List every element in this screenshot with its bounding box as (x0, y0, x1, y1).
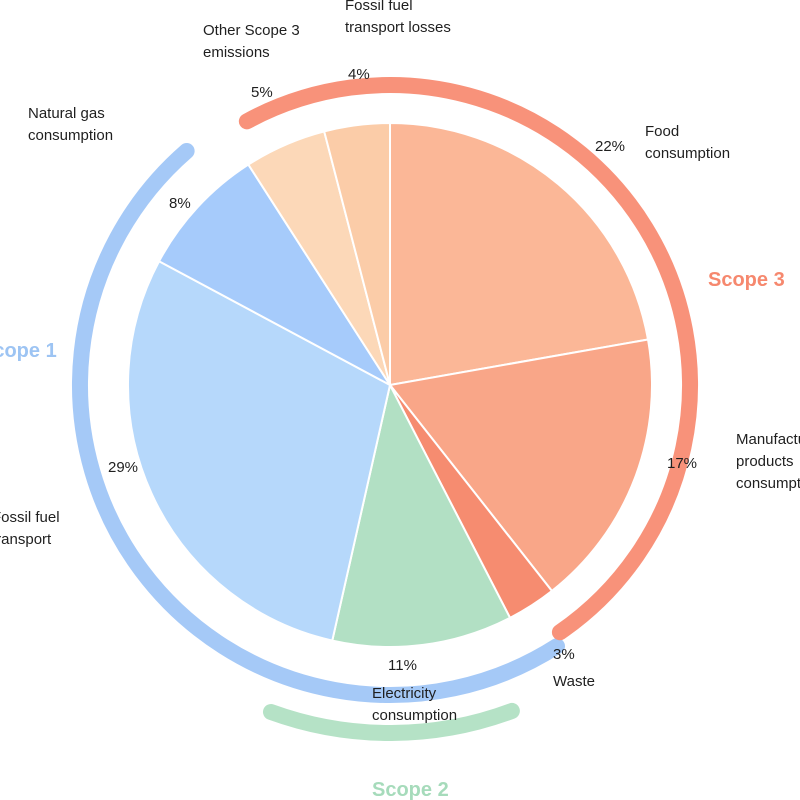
pct-label-manufactured: 17% (667, 455, 697, 472)
slice-label-manufactured: Manufacturedproductsconsumption (736, 431, 800, 492)
pct-label-transport-losses: 4% (348, 66, 370, 83)
pct-label-fossil-transport: 29% (108, 459, 138, 476)
slice-label-natural-gas: Natural gas consumption (28, 105, 113, 144)
pct-label-food: 22% (595, 138, 625, 155)
slice-label-other-scope3: Other Scope 3 emissions (203, 22, 300, 61)
pie-slice-electricity-consumption (331, 382, 512, 648)
pie-slice-manufactured-products-consumption (388, 338, 653, 593)
pie-slices (127, 121, 653, 648)
pct-label-waste: 3% (553, 646, 575, 663)
scope-2-arc (262, 702, 520, 741)
slice-label-electricity: Electricity consumption (372, 685, 457, 724)
pct-label-other-scope3: 5% (251, 84, 273, 101)
scope-2-label: Scope 2 (372, 779, 449, 800)
scope-arcs (72, 77, 698, 741)
pie-slice-fossil-fuel-transport-losses (322, 121, 391, 386)
scope-1-arc (72, 143, 566, 703)
scope-1-label: Scope 1 (0, 340, 57, 362)
pct-label-electricity: 11% (388, 657, 417, 674)
pie-slice-food-consumption (389, 121, 650, 387)
pie-slice-natural-gas-consumption (157, 163, 393, 388)
slice-label-waste: Waste (553, 673, 595, 690)
slice-label-transport-losses: Fossil fuel transport losses (345, 0, 451, 36)
scope-3-arc (238, 77, 698, 641)
pie-slice-fossil-fuel-transport (127, 259, 392, 642)
scope-3-label: Scope 3 (708, 269, 785, 291)
pct-label-natural-gas: 8% (169, 195, 191, 212)
slice-label-food: Food consumption (645, 123, 730, 162)
